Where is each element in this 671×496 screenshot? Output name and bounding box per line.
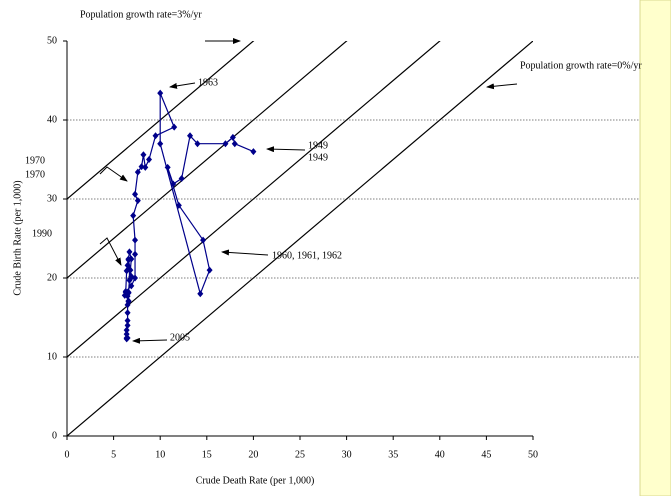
arrow — [266, 146, 306, 153]
data-point — [124, 301, 131, 309]
annotation: 1949 — [308, 140, 328, 151]
annotation: Population growth rate=0%/yr — [520, 60, 642, 71]
data-point — [197, 290, 204, 298]
y-tick-label: 20 — [47, 272, 57, 283]
data-point — [178, 174, 185, 182]
data-point — [229, 133, 236, 141]
data-point — [124, 321, 131, 329]
data-point — [164, 163, 171, 171]
data-point — [231, 140, 238, 148]
annotation: 2005 — [170, 332, 190, 343]
y-tick-label: 10 — [47, 351, 57, 362]
arrow — [169, 82, 196, 89]
x-tick-label: 15 — [202, 449, 212, 460]
growth-rate-line — [67, 41, 441, 358]
side-panel — [639, 0, 671, 496]
data-point — [140, 151, 147, 159]
data-point — [250, 148, 257, 156]
x-axis-label: Crude Death Rate (per 1,000) — [196, 475, 315, 486]
arrow — [99, 237, 122, 266]
data-point — [124, 334, 131, 342]
data-point — [130, 212, 137, 220]
annotation: 1963 — [198, 77, 218, 88]
x-tick-label: 30 — [342, 449, 352, 460]
data-point — [126, 265, 133, 273]
annotation: Population growth rate=3%/yr — [80, 9, 202, 20]
data-point — [171, 123, 178, 131]
data-point — [123, 326, 130, 334]
x-tick-label: 25 — [295, 449, 305, 460]
data-point — [200, 236, 207, 244]
data-point — [157, 89, 164, 97]
y-axis-label: Crude Birth Rate (per 1,000) — [12, 180, 23, 295]
data-point — [128, 282, 135, 290]
x-tick-label: 20 — [248, 449, 258, 460]
annotation: 1970 — [25, 155, 45, 166]
arrow — [221, 249, 269, 256]
data-point — [132, 250, 139, 258]
x-tick-label: 50 — [528, 449, 538, 460]
y-tick-label: 0 — [52, 430, 57, 441]
annotation: 1990 — [32, 228, 52, 239]
x-tick-label: 0 — [65, 449, 70, 460]
growth-rate-line — [67, 41, 348, 279]
data-point — [194, 140, 201, 148]
x-tick-label: 45 — [481, 449, 491, 460]
data-point — [134, 197, 141, 205]
data-point — [187, 132, 194, 140]
x-tick-label: 40 — [435, 449, 445, 460]
data-point — [157, 140, 164, 148]
data-point — [126, 248, 133, 256]
data-point — [222, 140, 229, 148]
diagonals — [67, 41, 533, 436]
data-point — [126, 276, 133, 284]
annotation: 1949 — [308, 152, 328, 163]
x-tick-label: 10 — [155, 449, 165, 460]
y-tick-label: 30 — [47, 193, 57, 204]
data-point — [175, 201, 182, 209]
data-point — [124, 292, 131, 300]
arrow — [132, 337, 168, 344]
data-point — [146, 156, 153, 163]
data-point — [170, 180, 177, 188]
data-point — [124, 317, 131, 325]
growth-rate-line — [67, 41, 533, 436]
data-point — [152, 132, 159, 140]
annotation: 1960, 1961, 1962 — [272, 250, 342, 261]
growth-rate-line — [67, 41, 255, 200]
data-point — [132, 190, 139, 198]
arrow — [486, 83, 518, 90]
data-point — [142, 163, 149, 171]
arrow — [99, 166, 128, 182]
data-point — [132, 236, 139, 244]
y-tick-label: 40 — [47, 114, 57, 125]
data-point — [124, 309, 131, 317]
data-point — [134, 168, 141, 176]
data-point — [206, 266, 213, 274]
x-tick-label: 5 — [111, 449, 116, 460]
data-point — [138, 163, 145, 171]
x-tick-label: 35 — [388, 449, 398, 460]
y-tick-label: 50 — [47, 35, 57, 46]
data-point — [125, 255, 132, 263]
annotation: 1970 — [25, 169, 45, 180]
